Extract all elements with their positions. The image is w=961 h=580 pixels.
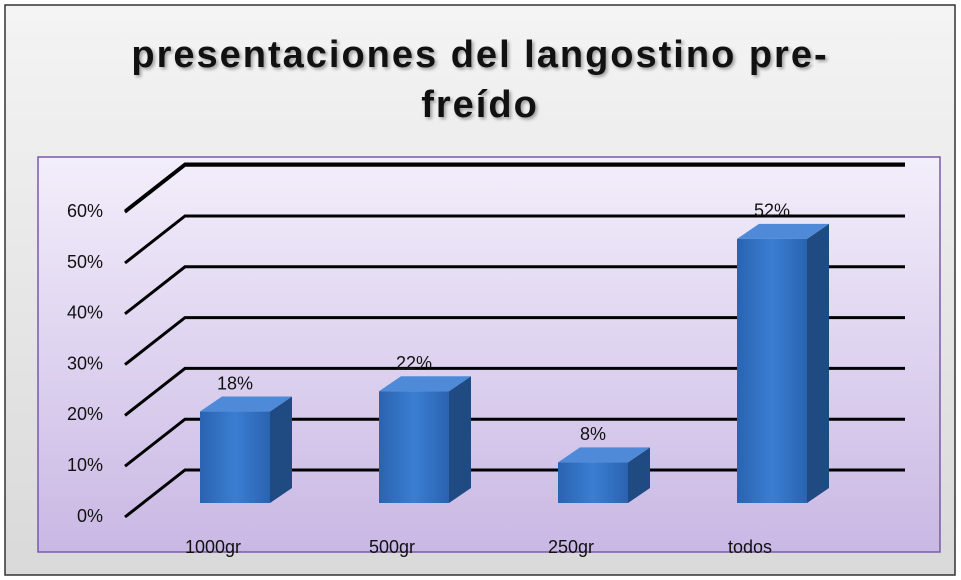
- bar-top: [379, 376, 471, 392]
- y-tick-label: 60%: [67, 201, 103, 221]
- value-label: 22%: [396, 353, 432, 373]
- y-tick-label: 10%: [67, 455, 103, 475]
- bar-top: [558, 447, 650, 463]
- y-tick-label: 0%: [77, 506, 103, 526]
- y-tick-label: 30%: [67, 353, 103, 373]
- x-tick-label: 250gr: [548, 537, 594, 557]
- y-tick-label: 20%: [67, 404, 103, 424]
- bar: [200, 396, 292, 503]
- x-tick-label: 1000gr: [185, 537, 241, 557]
- grid-line: [124, 214, 905, 265]
- grid: [124, 163, 905, 519]
- y-tick-label: 50%: [67, 252, 103, 272]
- bar-front: [558, 462, 628, 503]
- bar-side: [449, 376, 471, 503]
- bar: [737, 223, 829, 503]
- bars: [200, 223, 829, 503]
- bar-side: [628, 447, 650, 503]
- grid-line: [124, 468, 905, 519]
- value-label: 52%: [754, 201, 790, 221]
- grid-line: [124, 417, 905, 468]
- value-label: 8%: [580, 424, 606, 444]
- bar: [558, 447, 650, 503]
- value-label: 18%: [217, 373, 253, 393]
- bar-top: [737, 223, 829, 239]
- x-tick-label: todos: [728, 537, 772, 557]
- bar-front: [200, 411, 270, 503]
- bar-front: [737, 238, 807, 503]
- bar-front: [379, 391, 449, 503]
- x-tick-label: 500gr: [369, 537, 415, 557]
- bar-side: [270, 396, 292, 503]
- grid-line: [124, 265, 905, 315]
- bar-top: [200, 396, 292, 412]
- chart-title: presentaciones del langostino pre-freído: [131, 34, 829, 126]
- grid-line: [124, 366, 905, 417]
- grid-line: [124, 163, 905, 214]
- grid-line: [124, 316, 905, 366]
- bar-side: [807, 223, 829, 503]
- y-tick-label: 40%: [67, 303, 103, 323]
- bar: [379, 376, 471, 503]
